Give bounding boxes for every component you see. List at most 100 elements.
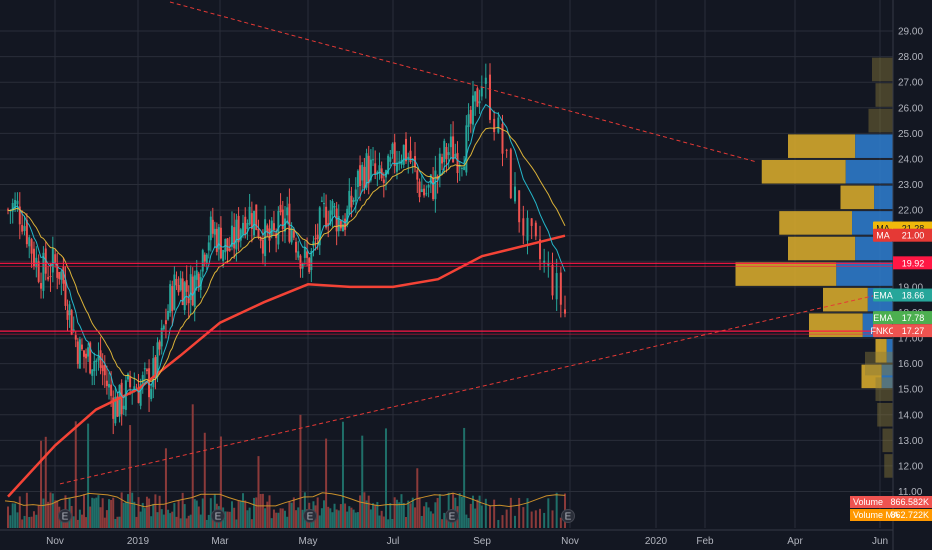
price-axis[interactable]: 11.0012.0013.0014.0015.0016.0017.0018.00… <box>892 0 923 550</box>
volume-bar <box>126 494 129 528</box>
candle-body <box>407 156 410 159</box>
volume-bar <box>423 506 426 528</box>
candle-body <box>99 350 102 368</box>
candle-body <box>253 210 256 236</box>
volume-bar <box>387 519 390 528</box>
volume-bar <box>301 509 304 528</box>
profile-bar <box>874 185 893 210</box>
candle-body <box>283 218 286 232</box>
volume-bar <box>118 516 121 528</box>
candle-body <box>322 203 325 205</box>
volume-bar <box>205 519 208 528</box>
volume-bar <box>201 498 204 528</box>
candle-body <box>429 174 432 184</box>
volume-bar <box>101 498 104 528</box>
volume-bar <box>344 503 347 528</box>
candle-body <box>203 254 206 262</box>
volume-bar <box>181 492 184 528</box>
candle-body <box>327 223 330 225</box>
candle-body <box>143 368 146 370</box>
candle-body <box>183 282 186 311</box>
candle-body <box>97 356 100 361</box>
volume-bar <box>177 499 180 528</box>
candle-body <box>333 206 336 208</box>
trendline-resistance <box>169 1 756 163</box>
volume-bar <box>76 519 79 528</box>
candle-body <box>150 388 153 400</box>
volume-bar <box>420 515 423 528</box>
volume-bar <box>203 432 206 528</box>
candle-body <box>164 320 167 325</box>
volume-bar <box>374 504 377 528</box>
volume-bar <box>226 511 229 528</box>
candle-body <box>70 310 73 335</box>
volume-bar <box>30 516 33 528</box>
volume-bar <box>365 500 368 528</box>
candle-body <box>230 225 233 247</box>
volume-bar <box>297 507 300 528</box>
candle-body <box>318 207 321 246</box>
volume-bar <box>105 510 108 528</box>
x-tick-label: 2019 <box>127 536 150 547</box>
candle-body <box>171 286 174 312</box>
candle-body <box>91 369 94 376</box>
volume-bar <box>497 519 500 528</box>
volume-bar <box>268 495 271 528</box>
candle-body <box>211 219 214 234</box>
price-tag-value-box <box>893 324 932 338</box>
volume-bar <box>476 499 479 528</box>
volume-bar <box>91 497 94 528</box>
candle-body <box>187 298 190 304</box>
volume-bar <box>154 494 157 528</box>
candle-body <box>189 274 192 300</box>
volume-bar <box>348 506 351 528</box>
volume-bar <box>286 516 289 528</box>
candle-body <box>37 261 40 282</box>
volume-bar <box>54 500 57 528</box>
volume-bar <box>80 514 83 528</box>
volume-bar <box>441 519 444 528</box>
volume-tag: Volume 866.582K <box>850 496 932 508</box>
x-tick-label: Feb <box>696 536 714 547</box>
candle-body <box>509 149 512 199</box>
volume-bar <box>152 503 155 528</box>
candle-body <box>85 353 88 359</box>
volume-bar <box>547 498 550 528</box>
profile-bar <box>788 236 856 261</box>
volume-bar <box>250 519 253 528</box>
volume-bar <box>398 502 401 528</box>
candle-body <box>454 153 457 157</box>
time-axis[interactable]: Nov 2019 Mar May Jul Sep Nov 2020 Feb Apr Jun <box>0 529 893 547</box>
volume-bar <box>303 492 306 528</box>
volume-bar <box>255 497 258 528</box>
profile-bar <box>735 262 837 286</box>
candle-body <box>372 159 375 161</box>
volume-bar <box>474 508 477 528</box>
volume-bar <box>331 512 334 528</box>
volume-bar <box>133 501 136 528</box>
volume-bar <box>95 497 98 528</box>
volume-bar <box>72 516 75 528</box>
volume-bar <box>162 514 165 528</box>
candle-body <box>348 190 351 215</box>
volume-bar <box>555 492 558 528</box>
candle-body <box>329 210 332 225</box>
volume-bar <box>257 456 260 528</box>
price-tag-value: 19.92 <box>902 258 925 268</box>
x-tick-label: May <box>299 536 318 547</box>
candle-body <box>28 237 31 247</box>
volume-bar <box>346 511 349 528</box>
candle-body <box>82 350 85 357</box>
candle-body <box>513 186 516 202</box>
volume-bar <box>318 515 321 528</box>
candle-body <box>367 155 370 184</box>
ema-line <box>8 103 566 399</box>
candle-body <box>391 143 394 154</box>
candle-body <box>35 257 38 268</box>
candle-body <box>295 241 298 253</box>
candle-body <box>246 223 249 229</box>
volume-bar <box>359 495 362 528</box>
